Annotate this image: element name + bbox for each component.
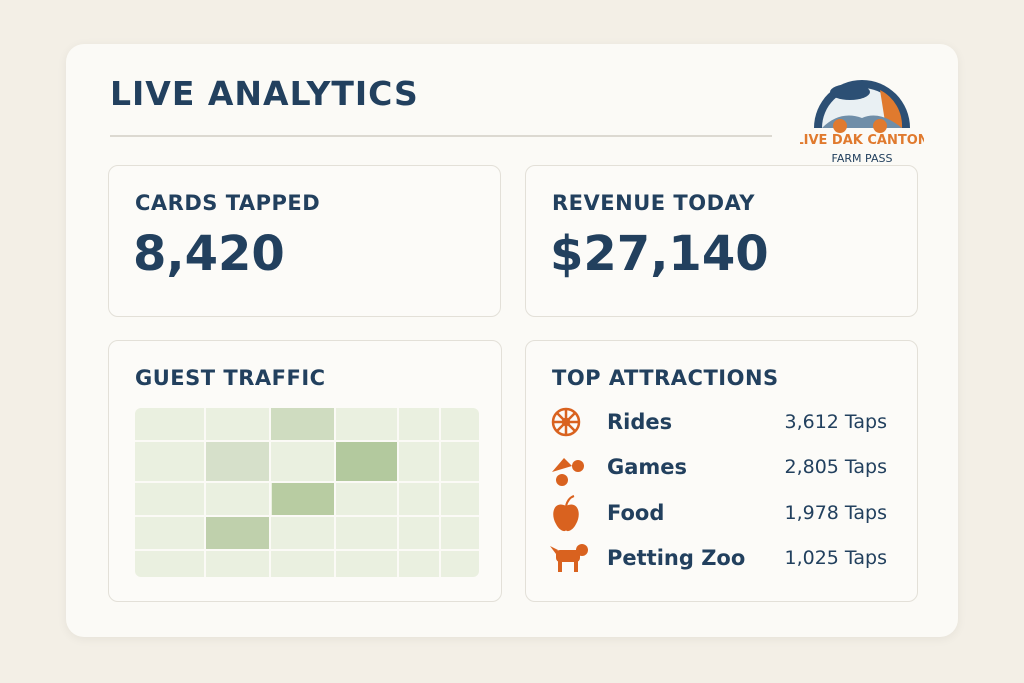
logo-subtitle: FARM PASS [832,152,893,165]
logo-name: LIVE DAK CANTON [800,133,924,148]
icon-games [552,458,584,486]
icon-food [553,495,579,532]
logo-pumpkin [833,119,847,133]
top-attractions-panel [525,340,918,602]
cards-tapped-label: CARDS TAPPED [135,191,321,215]
top-attractions-title: TOP ATTRACTIONS [552,366,779,390]
divider [110,135,772,137]
revenue-label: REVENUE TODAY [552,191,755,215]
attraction-count: 1,978 Taps [784,502,888,524]
icon-rides [551,407,581,437]
page-title: LIVE ANALYTICS [110,74,419,113]
attraction-name: Rides [607,410,673,434]
icon-petting-zoo [550,544,588,572]
traffic-heatmap [135,408,479,577]
cards-tapped-value: 8,420 [133,226,285,282]
heatmap-cell [270,408,334,440]
attraction-name: Food [607,501,665,525]
attraction-count: 3,612 Taps [784,411,888,433]
heatmap-cell [206,516,270,550]
logo-tree [830,84,870,100]
logo: LIVE DAK CANTON FARM PASS [800,80,924,165]
logo-pumpkin [873,119,887,133]
heatmap-cell [206,442,270,482]
attraction-icons [550,407,588,572]
attraction-count: 2,805 Taps [784,456,888,478]
revenue-panel [525,165,918,317]
revenue-value: $27,140 [550,226,769,282]
attraction-name: Petting Zoo [607,546,746,570]
attraction-name: Games [607,455,688,479]
attraction-count: 1,025 Taps [784,547,888,569]
heatmap-grid [135,408,479,577]
heatmap-cell [272,482,334,516]
guest-traffic-title: GUEST TRAFFIC [135,366,326,390]
cards-tapped-panel [108,165,501,317]
heatmap-cell [336,442,397,482]
